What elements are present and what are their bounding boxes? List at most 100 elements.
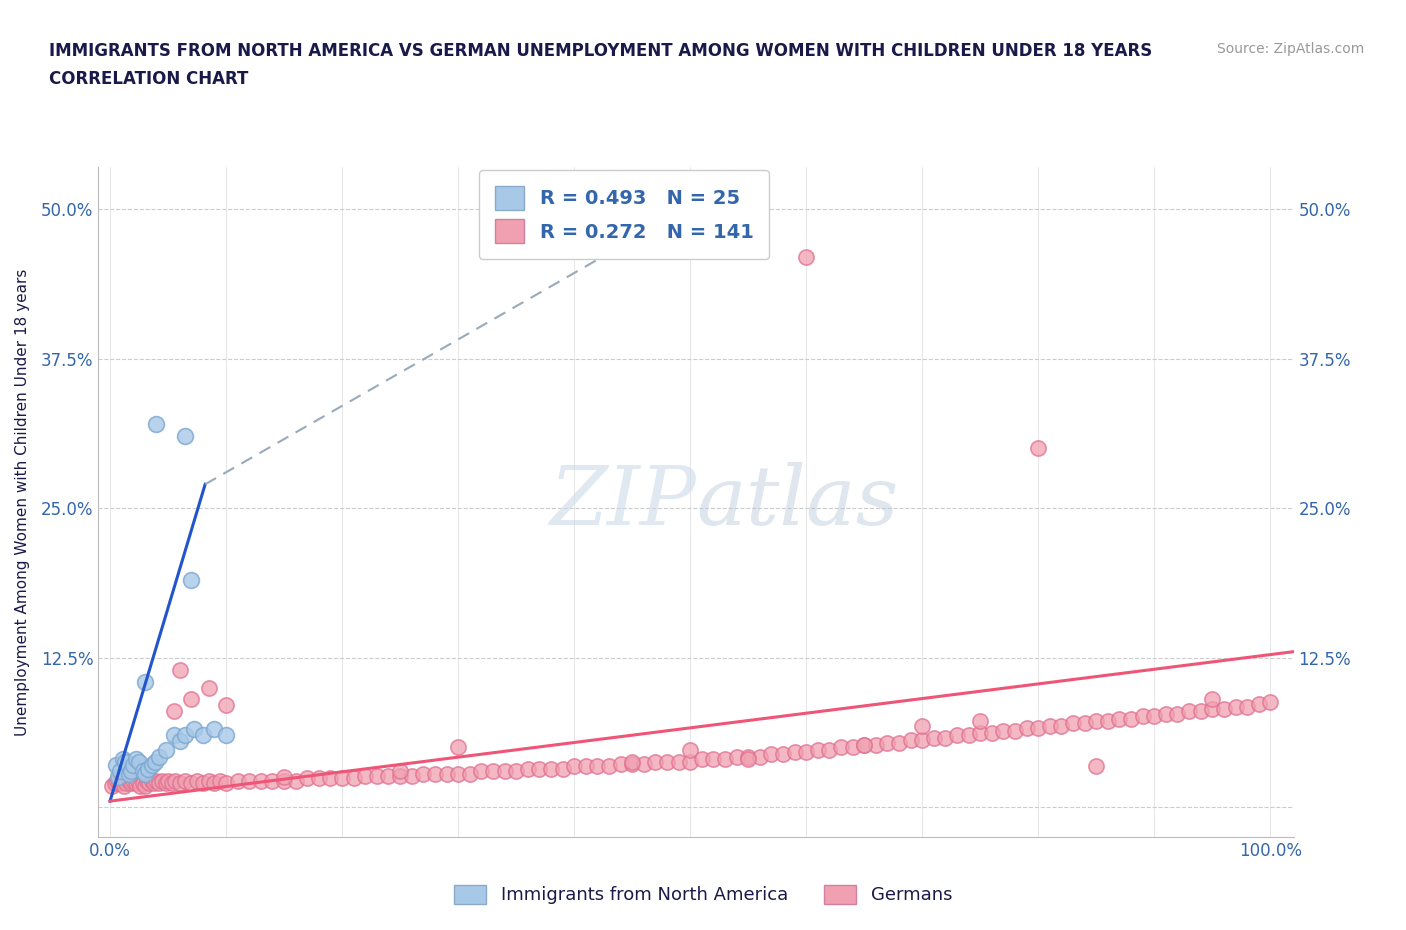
- Point: [783, 745, 806, 760]
- Point: [690, 751, 713, 766]
- Point: [1085, 759, 1108, 774]
- Point: [204, 776, 226, 790]
- Point: [136, 762, 159, 777]
- Point: [330, 771, 353, 786]
- Point: [204, 722, 226, 737]
- Point: [586, 759, 609, 774]
- Point: [621, 757, 644, 772]
- Point: [1201, 701, 1223, 716]
- Point: [807, 742, 830, 757]
- Point: [841, 740, 863, 755]
- Point: [725, 750, 748, 764]
- Point: [104, 758, 127, 773]
- Point: [598, 759, 620, 774]
- Point: [124, 776, 146, 790]
- Point: [668, 754, 690, 769]
- Point: [946, 728, 969, 743]
- Point: [1062, 716, 1084, 731]
- Point: [127, 774, 149, 789]
- Point: [141, 774, 163, 789]
- Point: [1189, 704, 1212, 719]
- Point: [145, 774, 167, 789]
- Point: [197, 680, 219, 695]
- Point: [1097, 713, 1119, 728]
- Point: [401, 768, 423, 783]
- Point: [1247, 697, 1270, 711]
- Point: [112, 778, 135, 793]
- Text: ZIP: ZIP: [550, 462, 696, 542]
- Point: [1073, 716, 1095, 731]
- Text: Source: ZipAtlas.com: Source: ZipAtlas.com: [1216, 42, 1364, 56]
- Point: [169, 662, 191, 677]
- Point: [794, 249, 817, 264]
- Point: [163, 728, 186, 743]
- Point: [748, 750, 770, 764]
- Point: [145, 417, 167, 432]
- Legend: R = 0.493   N = 25, R = 0.272   N = 141: R = 0.493 N = 25, R = 0.272 N = 141: [479, 170, 769, 259]
- Point: [160, 776, 183, 790]
- Point: [120, 776, 142, 790]
- Point: [136, 774, 159, 789]
- Point: [191, 728, 214, 743]
- Point: [115, 776, 138, 790]
- Point: [284, 774, 307, 789]
- Point: [1026, 441, 1049, 456]
- Point: [458, 766, 481, 781]
- Point: [818, 742, 841, 757]
- Point: [389, 764, 412, 778]
- Point: [114, 754, 136, 769]
- Point: [101, 778, 124, 793]
- Point: [174, 728, 197, 743]
- Point: [183, 722, 205, 737]
- Point: [1225, 699, 1247, 714]
- Point: [1154, 707, 1177, 722]
- Point: [107, 770, 129, 785]
- Point: [934, 730, 956, 745]
- Point: [516, 762, 538, 777]
- Point: [319, 771, 342, 786]
- Point: [150, 774, 173, 789]
- Point: [117, 774, 139, 789]
- Point: [830, 740, 852, 755]
- Text: atlas: atlas: [696, 462, 898, 542]
- Point: [714, 751, 737, 766]
- Y-axis label: Unemployment Among Women with Children Under 18 years: Unemployment Among Women with Children U…: [15, 269, 30, 736]
- Point: [621, 754, 644, 769]
- Point: [122, 758, 145, 773]
- Point: [702, 751, 724, 766]
- Point: [1108, 711, 1130, 726]
- Point: [104, 776, 127, 790]
- Point: [644, 754, 666, 769]
- Point: [423, 766, 446, 781]
- Point: [911, 733, 934, 748]
- Point: [772, 747, 794, 762]
- Point: [969, 713, 991, 728]
- Point: [262, 774, 284, 789]
- Point: [633, 757, 655, 772]
- Point: [865, 737, 887, 752]
- Point: [215, 698, 238, 713]
- Point: [148, 750, 170, 764]
- Point: [1132, 709, 1154, 724]
- Point: [551, 762, 574, 777]
- Point: [922, 730, 945, 745]
- Point: [1015, 721, 1038, 736]
- Point: [853, 737, 876, 752]
- Point: [794, 745, 817, 760]
- Point: [110, 764, 132, 778]
- Point: [679, 754, 702, 769]
- Point: [138, 776, 160, 790]
- Point: [180, 573, 202, 588]
- Point: [980, 725, 1002, 740]
- Point: [679, 742, 702, 757]
- Point: [297, 771, 319, 786]
- Point: [186, 774, 208, 789]
- Point: [155, 776, 177, 790]
- Point: [215, 728, 238, 743]
- Point: [131, 764, 153, 778]
- Point: [215, 776, 238, 790]
- Point: [148, 776, 170, 790]
- Point: [737, 751, 759, 766]
- Point: [1026, 721, 1049, 736]
- Point: [308, 771, 330, 786]
